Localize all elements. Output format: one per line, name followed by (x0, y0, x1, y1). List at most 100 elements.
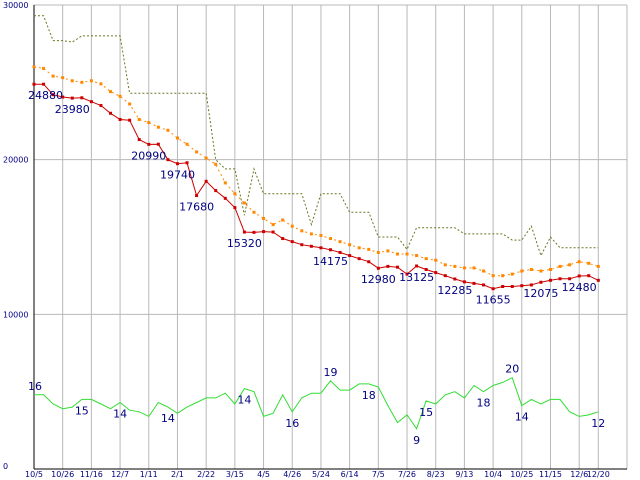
data-point (386, 249, 390, 253)
data-point (70, 96, 74, 100)
data-point (271, 230, 275, 234)
data-point (61, 76, 65, 80)
data-point (510, 284, 514, 288)
data-label: 15 (75, 404, 89, 417)
data-label: 18 (362, 389, 376, 402)
data-point (491, 287, 495, 291)
x-tick-label: 8/23 (427, 470, 445, 479)
data-point (395, 265, 399, 269)
data-point (577, 260, 581, 264)
data-point (462, 280, 466, 284)
x-tick-label: 12/7 (111, 470, 129, 479)
data-point (329, 237, 332, 241)
data-point (587, 274, 591, 278)
data-point (195, 194, 199, 198)
data-point (89, 100, 93, 104)
data-point (405, 272, 409, 276)
data-point (185, 142, 189, 146)
data-point (242, 230, 246, 234)
x-tick-label: 2/22 (197, 470, 215, 479)
data-point (501, 274, 505, 278)
data-label: 16 (28, 380, 42, 393)
data-point (51, 93, 55, 97)
data-point (319, 233, 323, 237)
x-tick-label: 5/24 (312, 470, 330, 479)
x-tick-label: 10/25 (510, 470, 533, 479)
data-point (596, 264, 600, 268)
data-label: 15 (419, 406, 433, 419)
y-tick-label: 30000 (3, 1, 28, 10)
data-label: 14 (161, 412, 175, 425)
data-point (453, 264, 457, 268)
y-tick-label: 10000 (3, 310, 28, 319)
data-point (80, 96, 84, 100)
data-label: 15320 (227, 237, 262, 250)
data-point (70, 79, 74, 83)
series-line-0 (34, 83, 599, 290)
x-tick-label: 2/1 (171, 470, 184, 479)
data-point (128, 118, 132, 122)
data-point (252, 230, 256, 234)
data-point (252, 210, 256, 214)
data-label: 14175 (313, 255, 348, 268)
data-label: 12285 (437, 284, 472, 297)
data-point (348, 243, 352, 247)
data-point (242, 201, 246, 205)
series-line-1 (33, 66, 599, 277)
data-label: 12075 (523, 287, 558, 300)
x-tick-label: 11/15 (539, 470, 562, 479)
data-point (434, 258, 438, 262)
data-point (376, 266, 380, 270)
data-point (357, 246, 361, 250)
data-point (32, 82, 36, 86)
data-point (510, 272, 514, 276)
data-point (99, 82, 103, 86)
data-point (539, 280, 543, 284)
x-tick-label: 10/26 (51, 470, 74, 479)
data-point (290, 224, 294, 228)
data-point (367, 260, 371, 264)
data-point (424, 257, 428, 261)
x-tick-label: 4/26 (283, 470, 301, 479)
data-point (137, 117, 141, 121)
data-label: 13125 (399, 271, 434, 284)
data-point (118, 94, 122, 98)
data-point (80, 80, 84, 84)
x-tick-label: 1/11 (140, 470, 158, 479)
grid-lines (33, 4, 628, 470)
data-point (51, 74, 55, 78)
x-tick-label: 4/5 (257, 470, 270, 479)
data-point (137, 138, 141, 142)
data-point (338, 240, 342, 244)
data-point (577, 274, 581, 278)
data-label: 14 (237, 394, 251, 407)
data-point (520, 284, 524, 288)
data-label: 11655 (476, 294, 511, 307)
data-point (348, 254, 352, 258)
x-tick-label: 11/16 (80, 470, 103, 479)
x-tick-label: 12/20 (587, 470, 610, 479)
data-point (548, 267, 552, 271)
data-point (434, 271, 438, 275)
data-label: 20990 (131, 149, 166, 162)
data-point (405, 252, 409, 256)
data-point (520, 269, 524, 273)
data-point (156, 125, 160, 129)
data-point (214, 189, 218, 193)
data-point (195, 150, 199, 154)
data-label: 23980 (55, 103, 90, 116)
data-point (415, 254, 419, 258)
data-label: 18 (477, 397, 491, 410)
data-point (233, 206, 237, 210)
data-label: 12 (591, 417, 605, 430)
data-point (309, 232, 313, 236)
data-point (548, 278, 552, 282)
data-point (443, 274, 447, 278)
x-tick-label: 7/26 (398, 470, 416, 479)
data-point (300, 243, 304, 247)
data-point (415, 264, 419, 268)
x-tick-label: 6/14 (341, 470, 359, 479)
data-point (262, 230, 266, 234)
